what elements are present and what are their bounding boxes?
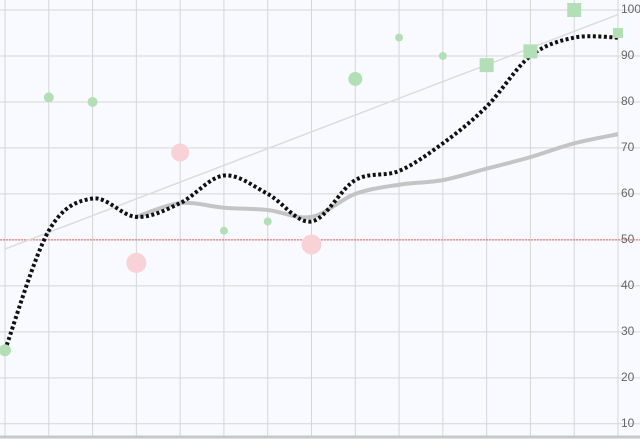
point [219, 226, 228, 235]
y-tick-label: 80 [621, 94, 635, 108]
point [263, 217, 272, 226]
y-tick-label: 60 [621, 186, 635, 200]
y-tick-label: 30 [621, 324, 635, 338]
y-tick-label: 20 [621, 370, 635, 384]
point [301, 234, 322, 255]
line [4, 13, 619, 250]
y-tick-label: 100 [621, 2, 640, 16]
y-tick-label: 70 [621, 140, 635, 154]
point [43, 92, 54, 103]
point [0, 344, 11, 357]
point [126, 252, 147, 273]
y-tick-label: 40 [621, 278, 635, 292]
point [523, 44, 538, 59]
point [479, 58, 494, 73]
point [395, 33, 404, 42]
point [567, 3, 582, 17]
y-tick-label: 50 [621, 232, 635, 246]
point [613, 27, 623, 38]
point [348, 71, 363, 86]
point [438, 51, 447, 60]
line [3, 34, 619, 351]
line [135, 132, 619, 220]
y-tick-label: 10 [621, 416, 635, 430]
point [171, 143, 190, 162]
point [87, 96, 98, 107]
y-tick-label: 90 [621, 48, 635, 62]
